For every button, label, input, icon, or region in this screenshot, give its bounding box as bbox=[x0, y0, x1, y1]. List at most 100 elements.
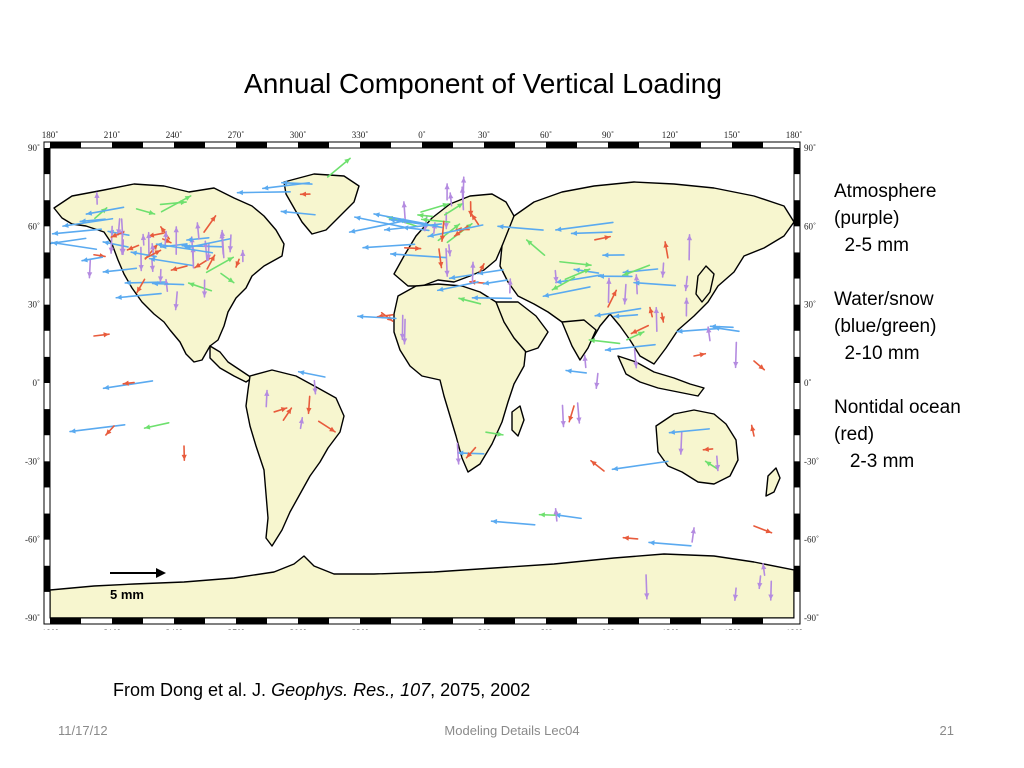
loading-vector-arrow bbox=[555, 274, 602, 285]
world-map: 5 mm 180˚ 210˚ 240˚ 270˚ 300˚ 330˚ 0˚ 30˚ 60˚ 90˚… bbox=[14, 126, 820, 630]
longitude-ticks-top: 180˚ 210˚ 240˚ 270˚ 300˚ 330˚ 0˚ 30˚ 60˚ 90˚ 120˚ 1… bbox=[42, 130, 803, 140]
loading-vector-arrow bbox=[119, 229, 125, 255]
legend-atmosphere-line-3: 2-5 mm bbox=[834, 235, 909, 256]
loading-vector-arrow bbox=[659, 312, 665, 323]
loading-vector-arrow bbox=[633, 280, 677, 287]
madagascar bbox=[511, 405, 525, 437]
loading-vector-arrow bbox=[160, 195, 192, 213]
south-america bbox=[245, 369, 345, 547]
loading-vector-arrow bbox=[653, 306, 659, 332]
loading-vector-arrow bbox=[704, 460, 719, 470]
lat-tick-left: -60˚ bbox=[25, 535, 40, 545]
lon-tick-top: 150˚ bbox=[724, 130, 741, 140]
loading-vector-arrow bbox=[559, 260, 592, 268]
loading-vector-arrow bbox=[446, 244, 453, 257]
loading-vector-arrow bbox=[448, 273, 475, 281]
loading-vector-arrow bbox=[173, 226, 179, 255]
lon-tick-bottom: 90˚ bbox=[602, 628, 614, 630]
loading-vector-arrow bbox=[757, 575, 763, 590]
loading-vector-arrow bbox=[146, 231, 152, 255]
loading-vector-arrow bbox=[633, 274, 640, 295]
loading-vector-arrow bbox=[354, 215, 405, 228]
loading-vector-arrow bbox=[644, 574, 650, 600]
loading-vector-arrow bbox=[676, 327, 721, 334]
loading-vector-arrow bbox=[150, 242, 156, 261]
loading-vector-arrow bbox=[668, 428, 710, 435]
loading-vector-arrow bbox=[448, 192, 454, 207]
loading-vector-arrow bbox=[126, 244, 140, 251]
loading-vector-arrow bbox=[235, 258, 241, 268]
loading-vector-arrow bbox=[683, 275, 689, 292]
loading-vector-arrow bbox=[62, 217, 114, 228]
loading-vector-arrow bbox=[761, 563, 767, 576]
loading-vector-arrow bbox=[732, 587, 739, 601]
scale-bar: 5 mm bbox=[110, 568, 166, 602]
citation-prefix: From Dong et al. J. bbox=[113, 680, 272, 700]
loading-vector-arrow bbox=[485, 431, 504, 437]
greenland bbox=[283, 173, 360, 235]
new-zealand bbox=[765, 467, 781, 497]
legend-nontidal-ocean: Nontidal ocean (red) 2-3 mm bbox=[834, 394, 1014, 475]
loading-vector-arrow bbox=[159, 199, 187, 206]
loading-vector-arrow bbox=[261, 181, 310, 191]
lat-tick-left: 60˚ bbox=[28, 221, 40, 231]
loading-vector-arrow bbox=[135, 208, 156, 216]
loading-vector-arrow bbox=[94, 191, 100, 205]
loading-vector-arrow bbox=[298, 417, 304, 430]
lon-tick-top: 180˚ bbox=[42, 130, 59, 140]
legend-ocean-line-1: Nontidal ocean bbox=[834, 397, 961, 418]
loading-vector-arrow bbox=[420, 202, 450, 213]
loading-vector-arrow bbox=[420, 217, 451, 223]
loading-vector-arrow bbox=[582, 354, 588, 369]
loading-vector-arrow bbox=[427, 224, 484, 238]
lon-tick-top: 240˚ bbox=[166, 130, 183, 140]
lon-tick-bottom: 240˚ bbox=[166, 628, 183, 630]
loading-vector-arrow bbox=[702, 446, 714, 452]
loading-vector-arrow bbox=[443, 202, 464, 216]
loading-vector-arrow bbox=[143, 422, 170, 430]
loading-vector-arrow bbox=[438, 248, 444, 269]
lon-tick-top: 210˚ bbox=[104, 130, 121, 140]
loading-vector-arrow bbox=[130, 250, 157, 258]
loading-vector-arrow bbox=[81, 256, 104, 263]
loading-vector-arrow bbox=[206, 254, 216, 270]
loading-vector-arrow bbox=[590, 459, 605, 472]
loading-vector-arrow bbox=[105, 425, 115, 436]
loading-vector-arrow bbox=[606, 277, 612, 304]
loading-vector-arrow bbox=[173, 291, 179, 311]
lat-tick-left: 0˚ bbox=[33, 378, 41, 388]
loading-vector-arrow bbox=[768, 580, 774, 601]
loading-vector-arrow bbox=[140, 233, 147, 246]
loading-vector-arrow bbox=[205, 256, 235, 274]
loading-vector-arrow bbox=[220, 272, 235, 284]
loading-vector-arrow bbox=[660, 262, 666, 278]
loading-vector-arrow bbox=[227, 234, 233, 253]
citation-suffix: , 2075, 2002 bbox=[430, 680, 531, 700]
lat-tick-left: -30˚ bbox=[25, 456, 40, 466]
loading-vector-arrow bbox=[102, 267, 138, 274]
loading-vector-arrow bbox=[102, 240, 129, 248]
longitude-ticks-bottom: 180˚ 210˚ 240˚ 270˚ 300˚ 330˚ 0˚ 30˚ 60˚ 90˚ 120˚ 1… bbox=[42, 628, 803, 630]
loading-vector-arrow bbox=[116, 218, 122, 236]
legend-ocean-line-2: (red) bbox=[834, 424, 875, 445]
loading-vectors bbox=[50, 157, 774, 601]
world-map-svg: 5 mm 180˚ 210˚ 240˚ 270˚ 300˚ 330˚ 0˚ 30˚ 60˚ 90˚… bbox=[25, 130, 819, 630]
latitude-ticks-left: 90˚ 60˚ 30˚ 0˚ -30˚ -60˚ -90˚ bbox=[25, 143, 40, 623]
lon-tick-bottom: 180˚ bbox=[786, 628, 803, 630]
loading-vector-arrow bbox=[148, 256, 194, 267]
lat-tick-left: 30˚ bbox=[28, 300, 40, 310]
loading-vector-arrow bbox=[597, 273, 633, 279]
loading-vector-arrow bbox=[576, 402, 582, 424]
loading-vector-arrow bbox=[306, 395, 312, 415]
loading-vector-arrow bbox=[201, 279, 208, 298]
loading-vector-arrow bbox=[753, 360, 766, 371]
lon-tick-bottom: 330˚ bbox=[352, 628, 369, 630]
loading-vector-arrow bbox=[733, 341, 739, 369]
footer-date: 11/17/12 bbox=[58, 723, 108, 738]
legend-atmosphere-line-1: Atmosphere bbox=[834, 181, 937, 202]
loading-vector-arrow bbox=[439, 220, 446, 242]
loading-vector-arrow bbox=[693, 352, 707, 358]
loading-vector-arrow bbox=[753, 525, 773, 534]
loading-vector-arrow bbox=[538, 512, 558, 518]
loading-vector-arrow bbox=[280, 209, 316, 216]
